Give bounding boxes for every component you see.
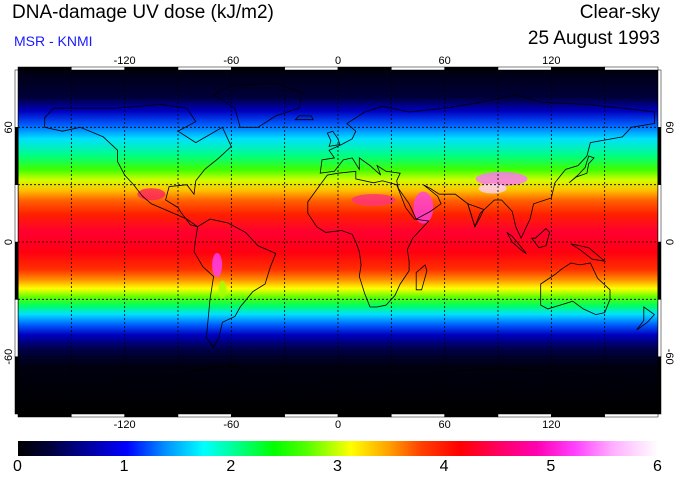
frame-segment <box>657 69 662 128</box>
colorbar-tick-label: 3 <box>333 458 342 475</box>
source-label: MSR - KNMI <box>14 33 93 49</box>
frame-segment <box>604 66 659 71</box>
frame-segment <box>17 413 72 418</box>
lat-tick-label-right: -60 <box>663 349 675 365</box>
uv-hotspot <box>218 280 227 299</box>
frame-segment <box>124 413 179 418</box>
frame-segment <box>284 413 339 418</box>
coastline-africa <box>307 170 430 308</box>
lon-tick-label-top: 0 <box>335 55 341 67</box>
lon-tick-label-bottom: 120 <box>542 419 560 431</box>
colorbar-tick-label: 2 <box>226 458 236 475</box>
coastline-new-guinea <box>570 243 607 262</box>
map-title: DNA-damage UV dose (kJ/m2) <box>12 2 274 23</box>
frame-segment <box>657 356 662 415</box>
uv-hotspot <box>478 183 507 194</box>
uv-hotspot <box>413 191 434 224</box>
frame-segment <box>391 413 445 418</box>
coastline-north-america <box>44 103 232 228</box>
frame-segment <box>604 413 659 418</box>
coastline-antarctica <box>17 363 659 392</box>
lat-tick-label-right: 0 <box>663 239 675 245</box>
frame-segment <box>14 69 19 128</box>
frame-segment <box>497 66 552 71</box>
frame-segment <box>497 413 552 418</box>
coastline-japan <box>568 155 595 184</box>
frame-segment <box>284 66 339 71</box>
coastline-uk <box>326 130 341 147</box>
frame-segment <box>444 413 499 418</box>
uv-hotspot <box>475 171 528 186</box>
frame-segment <box>71 413 125 418</box>
uv-hotspot <box>351 193 396 206</box>
frame-segment <box>444 66 499 71</box>
coastline-arabia-india-sub <box>467 203 485 228</box>
lat-tick-label-left: 0 <box>3 239 15 245</box>
coastline-greenland <box>212 82 303 128</box>
frame-segment <box>17 66 72 71</box>
uv-hotspot <box>137 188 166 201</box>
colorbar-tick-label: 4 <box>439 458 449 475</box>
coastlines <box>17 82 659 392</box>
colorbar-tick-label: 0 <box>13 458 22 475</box>
coastline-europe-asia <box>319 94 655 240</box>
lon-tick-label-top: -60 <box>223 55 239 67</box>
lon-tick-label-bottom: 60 <box>439 419 451 431</box>
frame-segment <box>14 127 19 185</box>
lon-tick-label-bottom: 0 <box>335 419 341 431</box>
frame-segment <box>657 127 662 185</box>
frame-segment <box>231 413 285 418</box>
frame-segment <box>657 299 662 357</box>
lat-tick-label-left: 60 <box>3 121 15 133</box>
frame-segment <box>657 241 662 300</box>
graticule <box>18 70 658 414</box>
coastline-new-zealand <box>636 306 656 331</box>
map-frame <box>14 66 662 418</box>
frame-segment <box>14 356 19 415</box>
lon-tick-label-top: -120 <box>114 55 136 67</box>
condition-label: Clear-sky <box>579 2 660 23</box>
lon-tick-label-bottom: -60 <box>223 419 239 431</box>
axis-ticks: -120 -120 -60 -60 0 0 60 60 120 120 60 60 0 0 -60 -60 <box>3 55 675 431</box>
lat-tick-label-left: -60 <box>3 349 15 365</box>
colorbar-tick-label: 6 <box>653 458 662 475</box>
frame-segment <box>551 413 605 418</box>
colorbar-tick-label: 5 <box>546 458 556 475</box>
frame-segment <box>391 66 445 71</box>
lat-tick-label-right: 60 <box>663 121 675 133</box>
date-label: 25 August 1993 <box>527 28 660 49</box>
frame-segment <box>71 66 125 71</box>
frame-segment <box>14 299 19 357</box>
coastline-iceland <box>294 115 314 121</box>
coastline-madagascar <box>415 264 428 291</box>
frame-segment <box>657 184 662 243</box>
frame-segment <box>551 66 605 71</box>
lon-tick-label-top: 120 <box>542 55 560 67</box>
frame-segment <box>14 184 19 243</box>
uv-hotspot <box>212 252 223 277</box>
coastline-south-america <box>193 218 277 348</box>
frame-segment <box>231 66 285 71</box>
coastline-indonesia-borneo <box>531 228 551 249</box>
frame-segment <box>177 413 232 418</box>
colorbar-tick-label: 1 <box>119 458 129 475</box>
frame-segment <box>124 66 179 71</box>
frame-segment <box>177 66 232 71</box>
lon-tick-label-top: 60 <box>439 55 451 67</box>
coastline-sumatra <box>506 232 527 254</box>
frame-segment <box>337 66 392 71</box>
frame-segment <box>14 241 19 300</box>
frame-segment <box>337 413 392 418</box>
uv-dose-map: -120 -120 -60 -60 0 0 60 60 120 120 60 60 0 0 -60 -60 <box>3 55 675 431</box>
colorbar <box>18 441 658 456</box>
lon-tick-label-bottom: -120 <box>114 419 136 431</box>
